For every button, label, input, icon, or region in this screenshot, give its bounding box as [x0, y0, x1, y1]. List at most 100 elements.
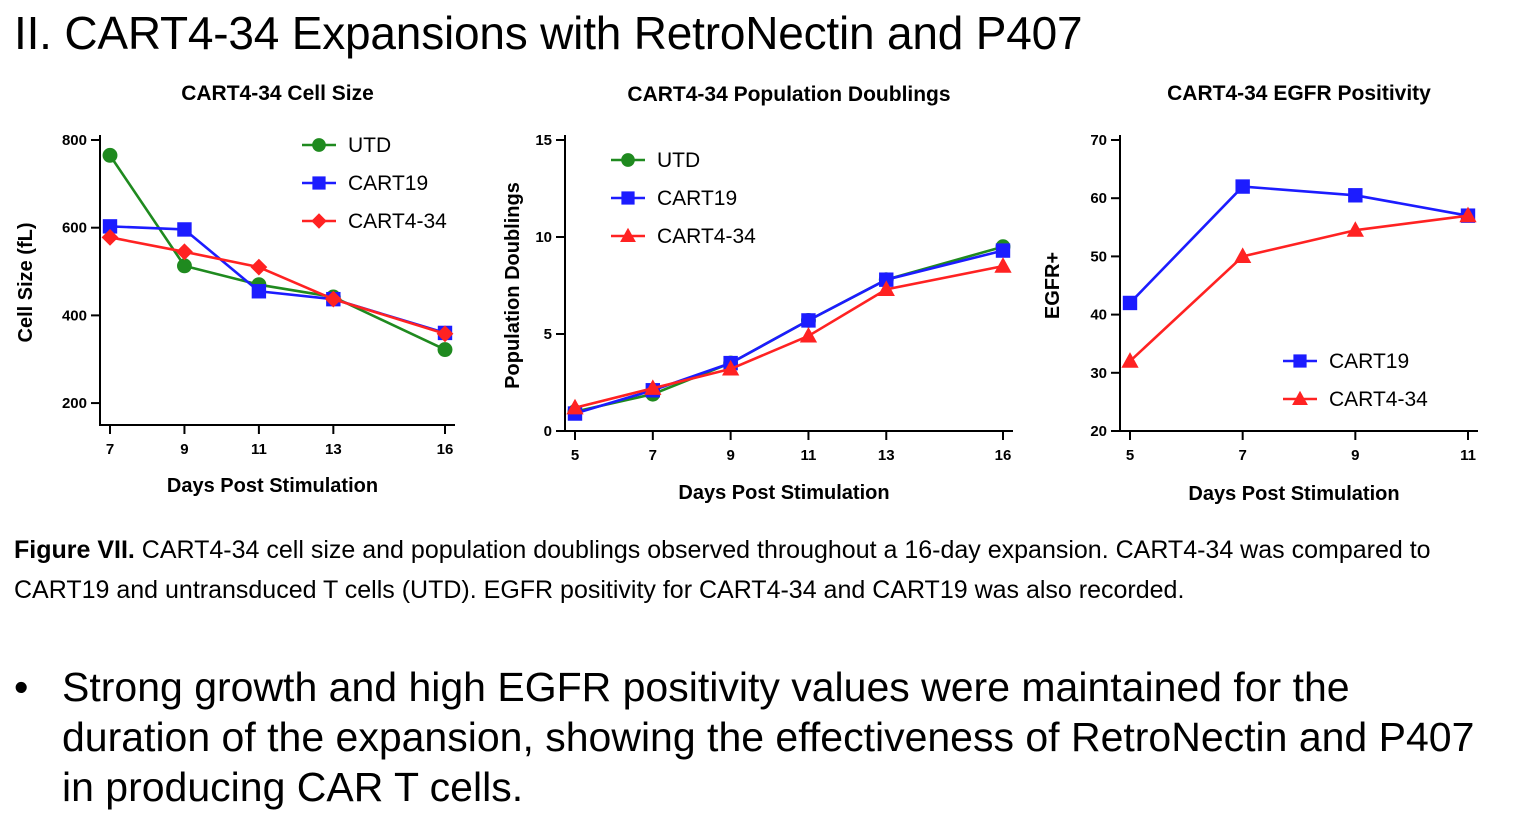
y-tick-label: 10: [535, 229, 552, 246]
legend-marker-cart4-34: [311, 213, 327, 229]
axis-lines: [99, 135, 455, 426]
axis-lines: [1119, 135, 1478, 432]
legend-marker-cart4-34: [620, 227, 636, 243]
x-tick-label: 16: [437, 441, 454, 458]
data-point-utd: [177, 258, 192, 274]
legend-marker-cart19: [1293, 354, 1307, 368]
y-tick-label: 15: [535, 132, 552, 149]
chart-title: CART4-34 EGFR Positivity: [1167, 82, 1431, 105]
x-axis-label: Days Post Stimulation: [678, 482, 889, 504]
data-point-cart4-34: [1234, 247, 1252, 263]
data-point-utd: [437, 342, 453, 358]
legend-marker-cart4-34: [1292, 390, 1308, 406]
legend-marker-cart19: [312, 176, 326, 190]
data-point-cart4-34: [101, 228, 119, 246]
y-tick-label: 30: [1090, 365, 1107, 382]
data-point-cart4-34: [1346, 221, 1364, 237]
data-point-cart4-34: [721, 359, 740, 376]
data-point-cart19: [1348, 188, 1363, 203]
series-cart19: [1122, 179, 1476, 311]
y-tick-label: 5: [544, 326, 552, 343]
data-point-cart4-34: [324, 290, 342, 308]
data-point-cart19: [801, 313, 816, 328]
data-point-cart4-34: [436, 325, 454, 343]
series-line-cart19: [1129, 185, 1469, 304]
x-axis-label: Days Post Stimulation: [167, 475, 378, 497]
x-tick-label: 13: [325, 441, 342, 458]
y-tick-label: 200: [62, 395, 87, 412]
series-line-cart4-34: [574, 264, 1004, 409]
series-cart19: [102, 219, 453, 341]
y-tick-label: 600: [62, 220, 87, 237]
data-point-cart19: [879, 272, 894, 287]
chart-legend: UTD CART19 CART4-34: [302, 134, 447, 233]
legend-label-cart19: CART19: [348, 172, 428, 195]
chart-svg: CART4-34 Population Doublings 0 5 10 15 5 7 9 11…: [502, 83, 1013, 504]
series-line-cart19: [574, 249, 1004, 415]
x-tick-label: 11: [801, 447, 817, 464]
data-point-cart4-34: [176, 243, 193, 261]
data-point-utd: [102, 147, 118, 163]
legend-label-cart4-34: CART4-34: [1329, 388, 1428, 411]
y-tick-label: 20: [1090, 423, 1107, 440]
y-tick-label: 70: [1090, 132, 1107, 149]
x-tick-label: 9: [726, 447, 734, 464]
figure-caption: Figure VII. CART4-34 cell size and popul…: [14, 530, 1504, 610]
data-point-cart4-34: [1459, 206, 1477, 223]
legend-label-cart19: CART19: [1329, 350, 1409, 373]
series-cart4-34: [1121, 206, 1477, 368]
x-axis-label: Days Post Stimulation: [1188, 483, 1399, 505]
y-axis-label: Population Doublings: [502, 182, 524, 389]
caption-text: CART4-34 cell size and population doubli…: [14, 536, 1431, 604]
chart-title: CART4-34 Cell Size: [181, 82, 374, 105]
legend-marker-cart19: [621, 191, 635, 205]
x-tick-label: 11: [251, 441, 267, 458]
series-line-utd: [574, 245, 1004, 413]
x-tick-label: 16: [995, 447, 1012, 464]
x-tick-label: 11: [1460, 447, 1476, 464]
legend-label-cart4-34: CART4-34: [348, 210, 447, 233]
chart-title: CART4-34 Population Doublings: [627, 83, 950, 106]
data-point-cart19: [102, 219, 118, 234]
axis-lines: [564, 135, 1013, 432]
legend-marker-utd: [312, 138, 326, 152]
chart-legend: UTD CART19 CART4-34: [611, 149, 756, 248]
y-tick-label: 400: [62, 307, 87, 324]
legend-label-utd: UTD: [348, 134, 391, 157]
series-line-cart4-34: [109, 236, 446, 336]
data-point-cart4-34: [566, 398, 584, 415]
x-tick-label: 7: [106, 441, 114, 458]
y-tick-label: 40: [1090, 307, 1107, 324]
data-point-cart4-34: [250, 258, 268, 276]
page-title: II. CART4-34 Expansions with RetroNectin…: [14, 7, 1083, 59]
x-tick-label: 9: [180, 441, 188, 458]
y-tick-label: 800: [62, 132, 87, 149]
series-cart4-34: [101, 228, 454, 343]
data-point-cart19: [1235, 179, 1250, 194]
chart-svg: CART4-34 Cell Size 200 400 600 800 7 9 11 13 16 Da…: [15, 82, 455, 497]
legend-label-cart19: CART19: [657, 187, 737, 210]
x-tick-label: 7: [1238, 447, 1246, 464]
data-point-cart4-34: [799, 326, 818, 343]
legend-label-cart4-34: CART4-34: [657, 225, 756, 248]
bullet-point: • Strong growth and high EGFR positivity…: [14, 662, 1504, 812]
x-tick-label: 5: [571, 447, 579, 464]
y-axis-label: EGFR+: [1042, 252, 1064, 319]
bullet-text: Strong growth and high EGFR positivity v…: [62, 664, 1475, 810]
chart-svg: CART4-34 EGFR Positivity 20 30 40 50 60 70 5 7 9 1…: [1042, 82, 1478, 505]
population-doublings-chart: CART4-34 Population Doublings 0 5 10 15 5 7 9 11…: [495, 70, 1025, 510]
data-point-cart4-34: [877, 280, 895, 296]
bullet-symbol: •: [14, 664, 29, 710]
data-point-cart19: [1122, 295, 1138, 311]
y-axis-label: Cell Size (fL): [15, 222, 37, 342]
egfr-positivity-chart: CART4-34 EGFR Positivity 20 30 40 50 60 70 5 7 9 1…: [1035, 70, 1505, 510]
caption-lead: Figure VII.: [14, 536, 135, 564]
x-tick-label: 9: [1351, 447, 1359, 464]
series-cart4-34: [566, 257, 1012, 415]
x-tick-label: 13: [878, 447, 895, 464]
data-point-cart19: [177, 222, 192, 237]
x-tick-label: 7: [649, 447, 657, 464]
y-tick-label: 60: [1090, 190, 1107, 207]
x-tick-label: 5: [1126, 447, 1134, 464]
y-tick-label: 50: [1090, 248, 1107, 265]
